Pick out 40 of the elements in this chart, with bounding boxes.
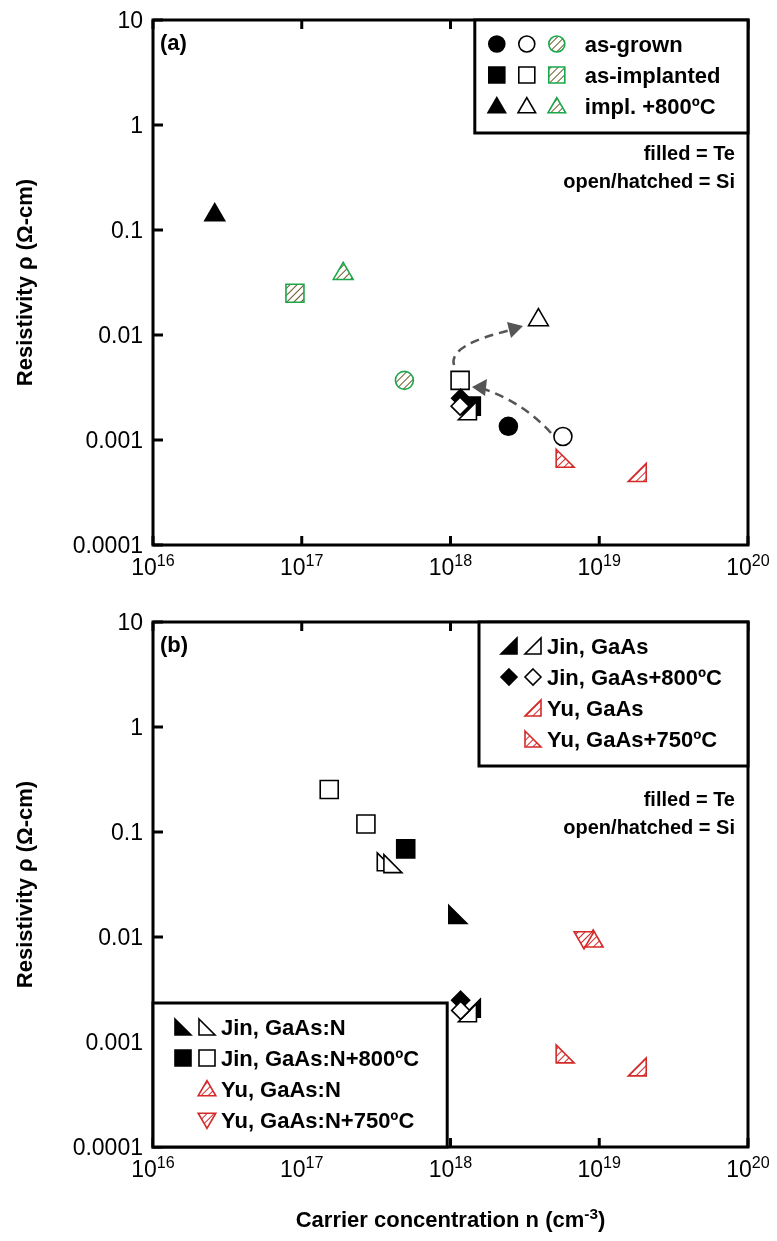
legend-label: Jin, GaAs:N (221, 1015, 346, 1040)
y-tick-label: 1 (130, 714, 143, 740)
y-tick-label: 10 (117, 609, 143, 635)
annotation: open/hatched = Si (563, 170, 735, 192)
x-tick-label: 10$^{18}$ (428, 1153, 473, 1182)
legend-label: as-implanted (584, 63, 721, 88)
y-tick-label: 0.1 (111, 217, 143, 243)
x-tick-label: 10$^{19}$ (577, 551, 622, 580)
legend-label: Jin, GaAs+800ºC (547, 665, 723, 690)
legend-label: impl. +800ºC (584, 94, 716, 119)
annotation: filled = Te (643, 142, 735, 164)
y-tick-label: 0.01 (98, 322, 143, 348)
y-tick-label: 0.0001 (72, 1134, 143, 1160)
annotation: open/hatched = Si (563, 816, 735, 838)
y-tick-label: 0.01 (98, 924, 143, 950)
legend-label: Yu, GaAs+750ºC (547, 727, 718, 752)
x-axis-title: Carrier concentration n (cm$^{-3}$) (295, 1204, 606, 1232)
x-tick-label: 10$^{19}$ (577, 1153, 622, 1182)
legend-label: Jin, GaAs (547, 634, 649, 659)
annotation: (b) (160, 632, 189, 657)
annotation: filled = Te (643, 788, 735, 810)
x-tick-label: 10$^{20}$ (726, 1153, 770, 1182)
y-tick-label: 0.001 (85, 1029, 143, 1055)
y-tick-label: 0.0001 (72, 532, 143, 558)
y-axis-title: Resistivity ρ (Ω-cm) (12, 780, 37, 989)
legend-label: Yu, GaAs (547, 696, 644, 721)
y-tick-label: 10 (117, 7, 143, 33)
legend-label: Yu, GaAs:N (221, 1077, 341, 1102)
y-axis-title: Resistivity ρ (Ω-cm) (12, 178, 37, 387)
legend-label: Yu, GaAs:N+750ºC (221, 1108, 415, 1133)
y-tick-label: 1 (130, 112, 143, 138)
legend-label: Jin, GaAs:N+800ºC (221, 1046, 420, 1071)
x-tick-label: 10$^{17}$ (280, 551, 324, 580)
y-tick-label: 0.1 (111, 819, 143, 845)
x-tick-label: 10$^{17}$ (280, 1153, 324, 1182)
annotation: (a) (160, 30, 187, 55)
y-tick-label: 0.001 (85, 427, 143, 453)
legend-label: as-grown (584, 32, 683, 57)
x-tick-label: 10$^{18}$ (428, 551, 473, 580)
x-tick-label: 10$^{20}$ (726, 551, 770, 580)
